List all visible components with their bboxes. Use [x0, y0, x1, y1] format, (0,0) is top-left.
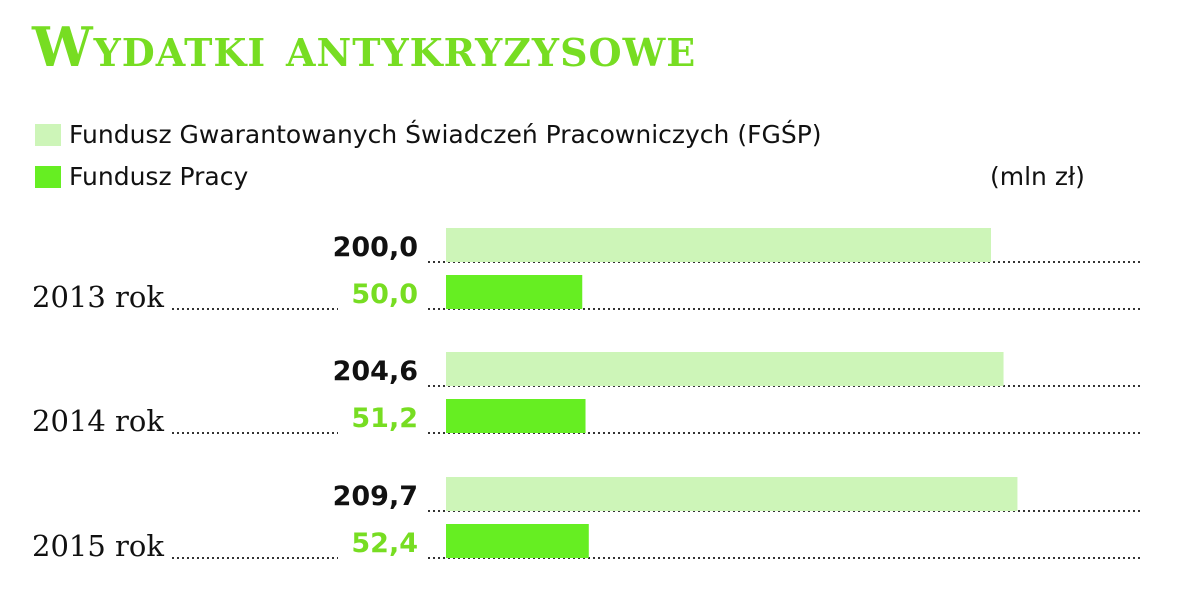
chart-title: Wydatki antykryzysowe — [32, 15, 697, 79]
value-label-fundusz-pracy: 52,4 — [351, 528, 418, 559]
legend-item-fgsp: Fundusz Gwarantowanych Świadczeń Pracown… — [35, 120, 822, 149]
legend-label-fgsp: Fundusz Gwarantowanych Świadczeń Pracown… — [69, 120, 822, 149]
value-label-fundusz-pracy: 51,2 — [351, 403, 418, 434]
category-label: 2014 rok — [32, 404, 164, 438]
legend-item-fundusz-pracy: Fundusz Pracy — [35, 162, 248, 191]
bar-fundusz-pracy — [446, 524, 589, 558]
category-label: 2015 rok — [32, 529, 164, 563]
bar-fgsp — [446, 352, 1004, 386]
value-label-fgsp: 209,7 — [333, 481, 418, 512]
bar-fgsp — [446, 228, 991, 262]
legend-label-fundusz-pracy: Fundusz Pracy — [69, 162, 249, 191]
bar-fundusz-pracy — [446, 275, 583, 309]
value-label-fgsp: 200,0 — [333, 232, 418, 263]
legend-swatch-fgsp — [35, 123, 61, 146]
value-label-fundusz-pracy: 50,0 — [351, 279, 418, 310]
bar-fgsp — [446, 477, 1018, 511]
unit-label: (mln zł) — [990, 162, 1085, 191]
category-label: 2013 rok — [32, 280, 164, 314]
value-label-fgsp: 204,6 — [333, 356, 418, 387]
bar-fundusz-pracy — [446, 399, 586, 433]
legend-swatch-fundusz-pracy — [35, 165, 61, 188]
